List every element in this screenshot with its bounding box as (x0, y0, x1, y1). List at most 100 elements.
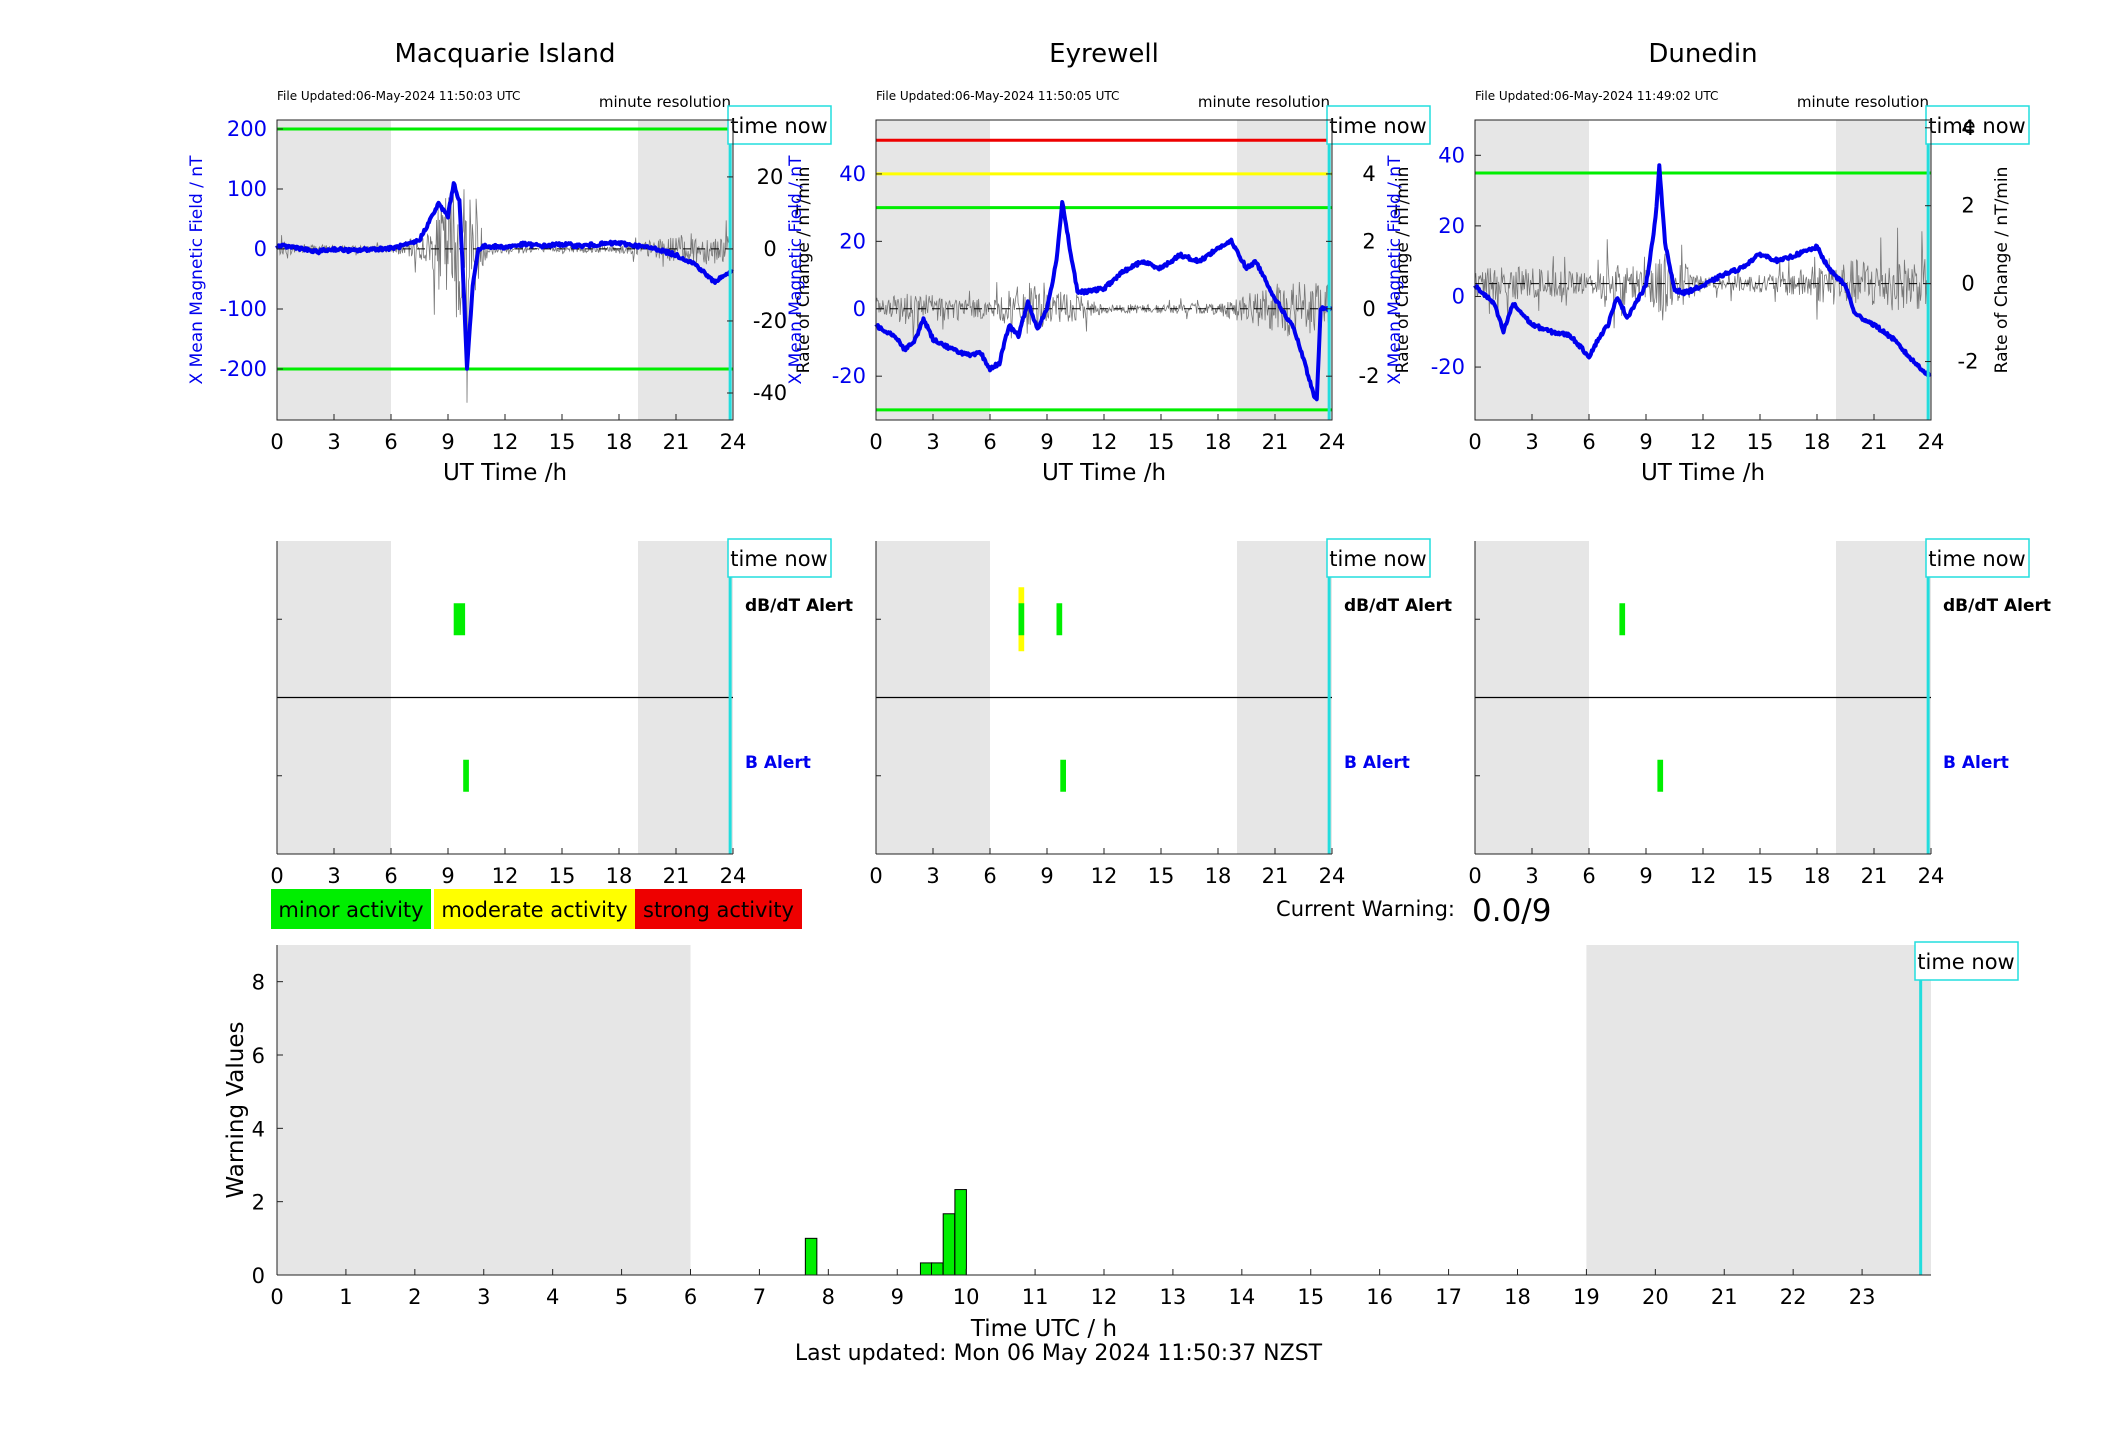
y-tick-label: 8 (252, 971, 265, 995)
y-tick-label: -20 (832, 364, 866, 388)
x-tick-label: 6 (684, 1285, 697, 1309)
x-tick-label: 0 (270, 430, 283, 454)
x-tick-label: 21 (663, 864, 690, 888)
time-now-box (1925, 538, 2030, 578)
last-updated-footer: Last updated: Mon 06 May 2024 11:50:37 N… (794, 1341, 1323, 1366)
y-tick-label: 2 (252, 1191, 265, 1215)
x-tick-label: 3 (926, 430, 939, 454)
y-tick-label: -100 (219, 297, 267, 321)
station-title: Macquarie Island (394, 39, 615, 69)
x-tick-label: 15 (1297, 1285, 1324, 1309)
y-tick-label: 20 (839, 229, 866, 253)
y-tick-label: 100 (227, 177, 267, 201)
x-tick-label: 15 (1747, 430, 1774, 454)
legend-swatch-minor (271, 889, 431, 929)
y-tick-label: 0 (252, 1264, 265, 1288)
x-tick-label: 21 (1262, 864, 1289, 888)
y-axis-label: X Mean Magnetic Field / nT (786, 155, 806, 385)
x-tick-label: 24 (720, 430, 747, 454)
time-now-label: time now (730, 547, 827, 571)
x-tick-label: 24 (720, 864, 747, 888)
time-now-label: time now (1928, 547, 2025, 571)
y-right-tick-label: -2 (1958, 350, 1979, 374)
x-tick-label: 9 (1040, 430, 1053, 454)
y-tick-label: 200 (227, 117, 267, 141)
row-label-b: B Alert (745, 753, 811, 773)
y-right-tick-label: 20 (757, 165, 784, 189)
x-tick-label: 12 (492, 864, 519, 888)
y-tick-label: 0 (254, 237, 267, 261)
x-tick-label: 0 (270, 864, 283, 888)
y-tick-label: 40 (1438, 143, 1465, 167)
x-tick-label: 18 (1205, 864, 1232, 888)
alert-panel-0: time now dB/dT Alert B Alert 0 3 6 9 12 15 18 21 24 (270, 538, 853, 888)
y-right-tick-label: 0 (1362, 297, 1375, 321)
resolution-label: minute resolution (1198, 93, 1330, 111)
x-tick-label: 8 (822, 1285, 835, 1309)
legend-swatch-moderate (434, 889, 635, 929)
file-updated-label: File Updated:06-May-2024 11:50:03 UTC (277, 89, 520, 103)
alert-event-minor (453, 603, 466, 636)
y-tick-label: 6 (252, 1044, 265, 1068)
night-shading (1586, 945, 1931, 1275)
x-tick-label: 9 (891, 1285, 904, 1309)
row-label-b: B Alert (1344, 753, 1410, 773)
x-tick-label: 6 (384, 430, 397, 454)
x-tick-label: 19 (1573, 1285, 1600, 1309)
current-warning-value: 0.0/9 (1472, 893, 1551, 929)
x-axis-label: UT Time /h (1042, 460, 1166, 486)
y-right-tick-label: 4 (1362, 162, 1375, 186)
x-tick-label: 24 (1918, 430, 1945, 454)
alert-event-minor (1056, 603, 1063, 636)
x-tick-label: 12 (492, 430, 519, 454)
legend-swatch-strong (635, 889, 802, 929)
x-axis-label: UT Time /h (1641, 460, 1765, 486)
y-tick-label: 0 (853, 297, 866, 321)
time-now-box (1326, 105, 1431, 145)
x-tick-label: 24 (1319, 864, 1346, 888)
x-tick-label: 6 (1582, 864, 1595, 888)
current-warning-label: Current Warning: (1276, 897, 1455, 921)
x-tick-label: 7 (753, 1285, 766, 1309)
x-tick-label: 12 (1091, 864, 1118, 888)
warning-bar (954, 1189, 967, 1276)
alert-event-minor (1060, 759, 1066, 792)
alert-event-minor (1018, 603, 1025, 636)
x-tick-label: 11 (1022, 1285, 1049, 1309)
x-tick-label: 13 (1160, 1285, 1187, 1309)
y-tick-label: 0 (1452, 284, 1465, 308)
x-tick-label: 15 (1148, 430, 1175, 454)
alert-event-minor (1619, 603, 1626, 636)
x-tick-label: 9 (1639, 864, 1652, 888)
time-now-box (727, 538, 832, 578)
x-tick-label: 24 (1319, 430, 1346, 454)
x-tick-label: 6 (1582, 430, 1595, 454)
x-tick-label: 15 (1148, 864, 1175, 888)
x-tick-label: 3 (477, 1285, 490, 1309)
y-right-tick-label: 0 (1961, 272, 1974, 296)
field-series (1473, 163, 1932, 378)
y-right-tick-label: 4 (1961, 116, 1974, 140)
field-panel-2: Dunedin File Updated:06-May-2024 11:49:02… (1385, 39, 2030, 486)
x-tick-label: 12 (1690, 864, 1717, 888)
alert-event-minor (463, 759, 469, 792)
y-axis-label: X Mean Magnetic Field / nT (187, 155, 207, 385)
x-tick-label: 12 (1091, 1285, 1118, 1309)
station-title: Eyrewell (1049, 39, 1159, 69)
x-tick-label: 0 (1468, 864, 1481, 888)
x-tick-label: 22 (1780, 1285, 1807, 1309)
y-axis-label: Warning Values (223, 1021, 249, 1198)
y-right-tick-label: -2 (1359, 364, 1380, 388)
activity-legend: minor activity moderate activity strong ac… (271, 889, 802, 929)
x-tick-label: 6 (983, 864, 996, 888)
x-tick-label: 9 (441, 864, 454, 888)
station-title: Dunedin (1648, 39, 1757, 69)
x-tick-label: 21 (1262, 430, 1289, 454)
y-right-tick-label: 0 (763, 237, 776, 261)
x-tick-label: 16 (1366, 1285, 1393, 1309)
row-label-dbdt: dB/dT Alert (1943, 596, 2051, 616)
x-tick-label: 0 (1468, 430, 1481, 454)
x-tick-label: 18 (1804, 864, 1831, 888)
time-now-box (1914, 941, 2019, 981)
